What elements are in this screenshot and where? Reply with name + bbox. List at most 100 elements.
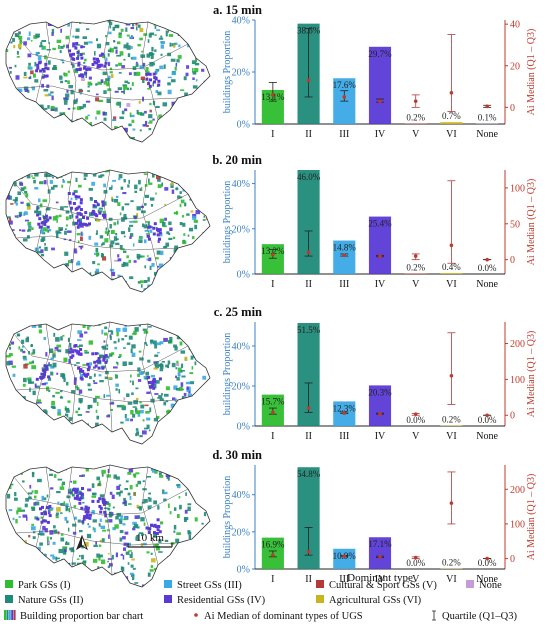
bar-value-label: 0.7%	[442, 111, 461, 121]
bar-value-label: 0.0%	[406, 558, 425, 568]
bar-value-label: 0.2%	[406, 112, 425, 122]
x-tick-label: III	[339, 574, 349, 585]
map-outline	[5, 321, 211, 445]
bar-value-label: 0.0%	[478, 558, 497, 568]
map-panel-4	[5, 464, 211, 588]
map-outline	[5, 169, 211, 293]
left-tick-label: 20%	[232, 382, 250, 393]
legend-label: Nature GSs (II)	[18, 595, 84, 606]
bar-value-label: 25.4%	[368, 219, 392, 229]
district-boundary	[15, 235, 179, 251]
x-tick-label: V	[412, 574, 420, 585]
map-panel-2	[5, 169, 211, 293]
north-arrow-icon	[76, 534, 88, 551]
x-tick-label: None	[476, 574, 498, 585]
district-boundary	[103, 321, 113, 433]
bar-value-label: 0.2%	[442, 415, 461, 425]
bar-III	[333, 548, 356, 569]
median-point	[378, 99, 382, 103]
legend-median-dot	[194, 613, 198, 617]
district-boundary	[35, 171, 51, 253]
legend-label: Quartile (Q1–Q3)	[442, 611, 517, 622]
district-boundary	[103, 169, 113, 281]
right-tick-label: 200	[510, 485, 525, 496]
median-point	[449, 243, 454, 248]
legend-swatch-II	[5, 595, 13, 603]
left-tick-label: 0%	[237, 422, 250, 433]
x-tick-label: II	[305, 129, 312, 140]
bar-value-label: 16.9%	[261, 540, 285, 550]
bar-II	[297, 170, 320, 274]
chart-title: a. 15 min	[213, 3, 262, 17]
x-tick-label: II	[305, 431, 312, 442]
bar-IV	[368, 537, 392, 569]
district-boundary	[141, 21, 159, 121]
bar-I	[261, 244, 284, 274]
right-tick-label: 200	[510, 339, 525, 350]
right-tick-label: 0	[510, 103, 515, 114]
chart-panel-2: b. 20 min 0% 20% 40% 0 50 100 buildings Proport…	[212, 153, 537, 290]
map-land	[6, 465, 210, 587]
x-tick-label: II	[305, 574, 312, 585]
median-point	[306, 250, 311, 255]
median-point	[413, 254, 418, 258]
district-boundary	[141, 323, 159, 423]
legend-swatch-None	[466, 580, 474, 588]
bar-value-label: 54.8%	[297, 469, 321, 479]
bar-value-label: 20.3%	[368, 387, 392, 397]
x-tick-label: V	[412, 431, 420, 442]
y-axis-label: buildings Proportion	[222, 31, 233, 114]
district-boundary	[15, 530, 179, 546]
bar-value-label: 0.1%	[478, 113, 497, 123]
bar-IV	[368, 385, 392, 426]
legend-label: Park GSs (I)	[18, 580, 71, 591]
legend-label: Residential GSs (IV)	[177, 595, 266, 606]
legend-swatch-I	[5, 580, 13, 588]
bar-value-label: 0.0%	[478, 415, 497, 425]
bar-VI	[440, 273, 463, 274]
bar-value-label: 46.0%	[297, 172, 321, 182]
median-point	[449, 91, 454, 95]
district-boundary	[67, 323, 77, 425]
x-tick-label: V	[412, 129, 420, 140]
x-axis-title: Dominant type	[347, 572, 413, 584]
bar-value-label: 0.2%	[442, 558, 461, 568]
bar-value-label: 0.2%	[406, 263, 425, 273]
x-tick-label: I	[271, 574, 274, 585]
median-point	[413, 555, 418, 560]
bar-V	[404, 123, 427, 124]
bar-II	[297, 467, 320, 569]
right-tick-label: 0	[510, 411, 515, 422]
median-point	[271, 553, 275, 557]
legend-quartile-icon	[432, 610, 436, 621]
y-axis-right-label: Ai Median (Q1 – Q3)	[526, 29, 537, 116]
median-point	[306, 549, 311, 554]
median-point	[271, 252, 275, 257]
left-tick-label: 40%	[232, 179, 250, 190]
median-point	[342, 411, 347, 415]
left-tick-label: 0%	[237, 565, 250, 576]
legend-bar-swatch	[6, 610, 9, 620]
legend-swatch-V	[316, 580, 324, 588]
district-boundary	[15, 387, 179, 403]
median-point	[342, 554, 347, 558]
legend-label: Ai Median of dominant types of UGS	[204, 611, 363, 622]
median-point	[342, 253, 347, 258]
x-tick-label: IV	[375, 431, 386, 442]
district-boundary	[13, 476, 189, 516]
bar-value-label: 15.7%	[261, 397, 285, 407]
x-tick-label: V	[412, 279, 420, 290]
bar-value-label: 14.8%	[333, 243, 357, 253]
left-tick-label: 20%	[232, 224, 250, 235]
x-tick-label: III	[339, 129, 349, 140]
median-point	[485, 257, 489, 262]
median-point	[378, 555, 382, 559]
median-point	[306, 78, 311, 83]
legend-label: Street GSs (III)	[177, 580, 242, 591]
legend-label: Agricultural GSs (VI)	[329, 595, 422, 606]
district-boundary	[35, 466, 51, 548]
left-tick-label: 0%	[237, 120, 250, 131]
bar-value-label: 0.0%	[406, 415, 425, 425]
right-tick-label: 100	[510, 183, 525, 194]
